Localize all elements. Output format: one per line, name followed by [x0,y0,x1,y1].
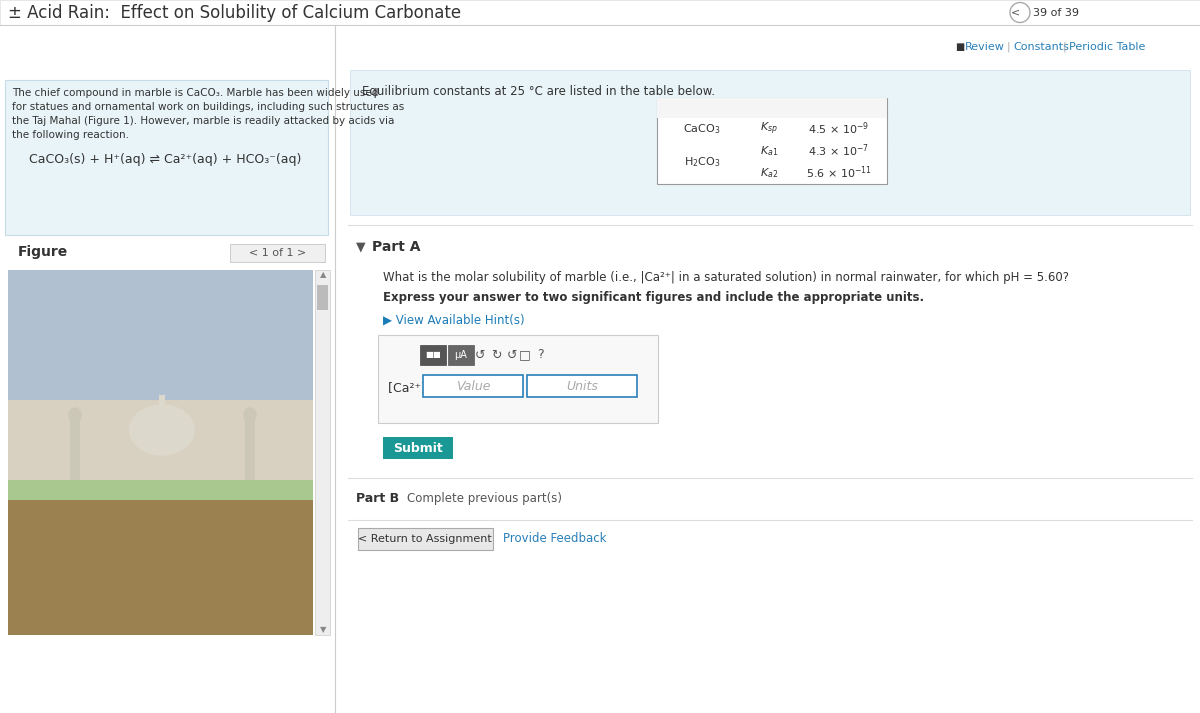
Text: 5.6 × 10$^{-11}$: 5.6 × 10$^{-11}$ [806,165,872,181]
Text: [Ca²⁺] =: [Ca²⁺] = [388,381,440,394]
Ellipse shape [70,408,82,422]
FancyBboxPatch shape [0,0,1200,25]
Text: Complete previous part(s): Complete previous part(s) [407,492,562,505]
Text: Express your answer to two significant figures and include the appropriate units: Express your answer to two significant f… [383,292,924,304]
Text: ▶ View Available Hint(s): ▶ View Available Hint(s) [383,314,524,327]
Text: ■■: ■■ [425,351,440,359]
Ellipse shape [130,405,194,455]
Text: □: □ [520,349,530,361]
FancyBboxPatch shape [70,415,80,500]
Text: ▲: ▲ [319,270,326,279]
Text: H$_2$CO$_3$: H$_2$CO$_3$ [684,155,720,169]
Text: $K_{sp}$: $K_{sp}$ [760,120,778,137]
Text: < 1 of 1 >: < 1 of 1 > [250,248,307,258]
FancyBboxPatch shape [8,400,313,500]
FancyBboxPatch shape [420,345,446,365]
Text: ?: ? [536,349,544,361]
Text: 4.5 × 10$^{-9}$: 4.5 × 10$^{-9}$ [809,120,870,138]
FancyBboxPatch shape [448,345,474,365]
Text: Part A: Part A [372,240,420,254]
FancyBboxPatch shape [8,270,313,635]
FancyBboxPatch shape [245,415,256,500]
FancyBboxPatch shape [358,528,493,550]
Ellipse shape [244,408,256,422]
Text: Value: Value [456,379,491,392]
FancyBboxPatch shape [158,395,166,430]
Text: µA: µA [455,350,468,360]
FancyBboxPatch shape [5,80,328,235]
Circle shape [1010,3,1030,23]
FancyBboxPatch shape [350,70,1190,215]
FancyBboxPatch shape [314,270,330,635]
Text: Periodic Table: Periodic Table [1069,42,1145,52]
Text: ± Acid Rain:  Effect on Solubility of Calcium Carbonate: ± Acid Rain: Effect on Solubility of Cal… [8,4,461,22]
Text: ↺: ↺ [475,349,485,361]
Text: $K_{a2}$: $K_{a2}$ [760,166,778,180]
Text: Constants: Constants [1013,42,1069,52]
FancyBboxPatch shape [8,270,313,400]
Text: the following reaction.: the following reaction. [12,130,130,140]
FancyBboxPatch shape [383,437,454,459]
Text: 39 of 39: 39 of 39 [1033,8,1079,18]
Text: Units: Units [566,379,598,392]
Text: ↻: ↻ [491,349,502,361]
Text: Substance: Substance [674,103,730,113]
Text: <: < [1010,8,1020,18]
Text: ▼: ▼ [319,625,326,635]
FancyBboxPatch shape [335,25,1200,713]
Text: ▼: ▼ [356,240,366,254]
FancyBboxPatch shape [317,285,328,310]
Text: $K_c$: $K_c$ [762,101,775,115]
FancyBboxPatch shape [378,335,658,423]
Text: Review: Review [965,42,1004,52]
Text: ■: ■ [955,42,965,52]
Text: CaCO$_3$: CaCO$_3$ [683,122,721,136]
Text: What is the molar solubility of marble (i.e., |Ca²⁺| in a saturated solution) in: What is the molar solubility of marble (… [383,272,1069,284]
Text: Value of $K_c$: Value of $K_c$ [810,101,869,115]
Text: ↺: ↺ [506,349,517,361]
Text: CaCO₃(s) + H⁺(aq) ⇌ Ca²⁺(aq) + HCO₃⁻(aq): CaCO₃(s) + H⁺(aq) ⇌ Ca²⁺(aq) + HCO₃⁻(aq) [29,153,301,167]
FancyBboxPatch shape [0,25,335,713]
Text: Part B: Part B [356,492,400,505]
FancyBboxPatch shape [230,244,325,262]
Text: the Taj Mahal (Figure 1). However, marble is readily attacked by acids via: the Taj Mahal (Figure 1). However, marbl… [12,116,395,126]
FancyBboxPatch shape [527,375,637,397]
Text: |: | [1063,42,1067,52]
Text: for statues and ornamental work on buildings, including such structures as: for statues and ornamental work on build… [12,102,404,112]
FancyBboxPatch shape [8,480,313,500]
Text: Figure: Figure [18,245,68,259]
Text: < Return to Assignment: < Return to Assignment [358,534,492,544]
FancyBboxPatch shape [658,98,887,184]
Text: |: | [1007,42,1010,52]
FancyBboxPatch shape [658,98,887,118]
Text: The chief compound in marble is CaCO₃. Marble has been widely used: The chief compound in marble is CaCO₃. M… [12,88,378,98]
Text: Equilibrium constants at 25 °C are listed in the table below.: Equilibrium constants at 25 °C are liste… [362,85,715,98]
Text: 4.3 × 10$^{-7}$: 4.3 × 10$^{-7}$ [809,143,870,159]
Text: Submit: Submit [394,441,443,454]
FancyBboxPatch shape [8,500,313,635]
FancyBboxPatch shape [424,375,523,397]
Text: Provide Feedback: Provide Feedback [503,533,606,545]
Text: $K_{a1}$: $K_{a1}$ [760,144,778,158]
